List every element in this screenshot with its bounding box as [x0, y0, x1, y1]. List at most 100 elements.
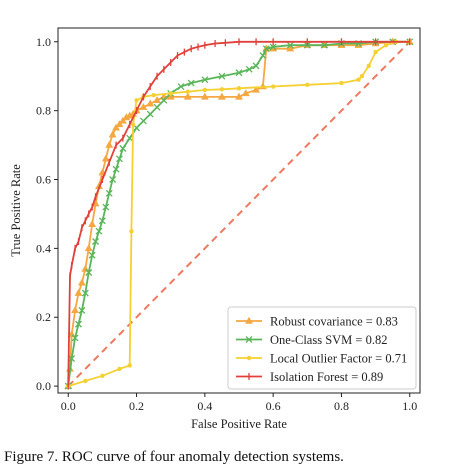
series-0-point	[200, 92, 209, 100]
legend-entry-3: Isolation Forest = 0.89	[236, 370, 383, 384]
x-tick-label: 0.0	[61, 399, 76, 413]
series-1-point	[75, 320, 82, 328]
y-tick-label: 0.6	[36, 173, 51, 187]
y-tick-label: 0.0	[36, 379, 51, 393]
series-1-point	[252, 62, 260, 70]
x-tick-label: 0.4	[197, 399, 212, 413]
series-0-point	[84, 244, 93, 252]
series-1-point	[177, 83, 185, 90]
figure-caption: Figure 7. ROC curve of four anomaly dete…	[4, 449, 344, 465]
series-0-point	[153, 96, 161, 104]
series-2-point	[127, 363, 132, 368]
series-1-point	[218, 72, 226, 80]
y-tick-label: 0.2	[36, 310, 51, 324]
random-baseline-line	[67, 41, 411, 387]
series-2-point	[373, 49, 378, 55]
x-tick-label: 0.2	[129, 399, 144, 413]
legend-label: Isolation Forest = 0.89	[270, 370, 383, 384]
series-1-point	[126, 134, 134, 142]
x-axis-label: False Positive Rate	[191, 417, 287, 431]
series-2-point	[383, 43, 389, 48]
series-1-point	[187, 79, 195, 87]
series-0-point	[235, 92, 243, 100]
series-0-line	[67, 40, 410, 387]
series-0-point	[115, 120, 124, 128]
series-1-point	[119, 145, 127, 152]
series-1-point	[78, 306, 86, 314]
series-0-point	[139, 102, 148, 110]
x-tick-label: 0.6	[266, 399, 281, 413]
series-2-point	[305, 82, 310, 88]
series-2-point	[130, 122, 136, 127]
series-2-point	[219, 87, 225, 92]
series-1-point	[98, 217, 106, 225]
series-1-point	[95, 227, 103, 235]
series-0-point	[183, 92, 192, 100]
series-1-point	[262, 45, 270, 53]
legend-swatch-marker	[246, 355, 252, 361]
series-2-point	[129, 228, 134, 234]
series-2-point	[117, 366, 122, 372]
series-2-point	[134, 98, 139, 103]
legend-entry-0: Robust covariance = 0.83	[236, 315, 398, 329]
legend-label: One-Class SVM = 0.82	[270, 333, 387, 347]
series-2-point	[356, 77, 361, 82]
series-1-point	[112, 165, 120, 173]
legend-entry-1: One-Class SVM = 0.82	[236, 333, 387, 347]
legend-swatch-marker	[245, 336, 253, 343]
series-2	[66, 39, 412, 389]
series-1-point	[201, 76, 209, 84]
y-axis-label: True Positive Rate	[9, 164, 23, 257]
series-0-point	[74, 288, 83, 296]
series-1-point	[105, 189, 113, 197]
series-1-point	[269, 43, 277, 51]
series-0-point	[77, 278, 86, 286]
series-0-point	[71, 306, 79, 314]
legend: Robust covariance = 0.83 One-Class SVM = …	[227, 306, 417, 390]
series-0-point	[108, 130, 117, 138]
series-0-point	[101, 154, 110, 162]
series-2-point	[359, 74, 365, 79]
series-1-point	[116, 155, 123, 163]
series-1-point	[235, 69, 243, 77]
series-0-point	[112, 123, 120, 131]
series-1-point	[109, 176, 117, 183]
series-1-point	[160, 96, 168, 104]
series-1-point	[146, 110, 154, 118]
series-1-point	[139, 117, 147, 125]
y-tick-label: 0.8	[36, 104, 51, 118]
series-2-point	[151, 92, 156, 98]
series-2-point	[366, 63, 371, 69]
series-0-point	[241, 89, 250, 97]
baseline-layer	[67, 41, 411, 387]
series-0-point	[252, 85, 260, 93]
series-0-point	[105, 140, 114, 148]
series-2-point	[83, 378, 88, 384]
x-tick-label: 0.8	[334, 399, 349, 413]
legend-label: Robust covariance = 0.83	[270, 315, 398, 329]
roc-chart: 0.0 0.2 0.4 0.6 0.8 1.0 0.0 0.2 0.4 0.6 0.8 1.0 Fal…	[9, 27, 421, 431]
legend-box	[227, 306, 417, 390]
series-1-point	[102, 203, 110, 211]
series-2-point	[236, 86, 242, 91]
series-1-point	[245, 65, 253, 73]
series-0-point	[218, 92, 226, 100]
axes-layer	[57, 27, 421, 394]
series-3	[67, 38, 411, 390]
legend-swatch-marker	[245, 316, 253, 324]
series-1-point	[81, 289, 89, 297]
y-tick-label: 0.4	[36, 241, 51, 255]
series-2-point	[339, 80, 344, 86]
legend-entry-2: Local Outlier Factor = 0.71	[236, 352, 407, 366]
series-0-point	[118, 116, 127, 124]
series-0-point	[286, 44, 295, 52]
series-2-point	[168, 91, 173, 96]
series-1-line	[67, 40, 410, 387]
series-0-point	[88, 220, 97, 227]
series-1-point	[68, 355, 76, 363]
series-0-point	[146, 99, 155, 107]
x-tick-label: 1.0	[402, 399, 417, 413]
series-1-point	[71, 334, 79, 342]
series-layer	[64, 37, 414, 390]
plot-frame	[57, 27, 421, 394]
